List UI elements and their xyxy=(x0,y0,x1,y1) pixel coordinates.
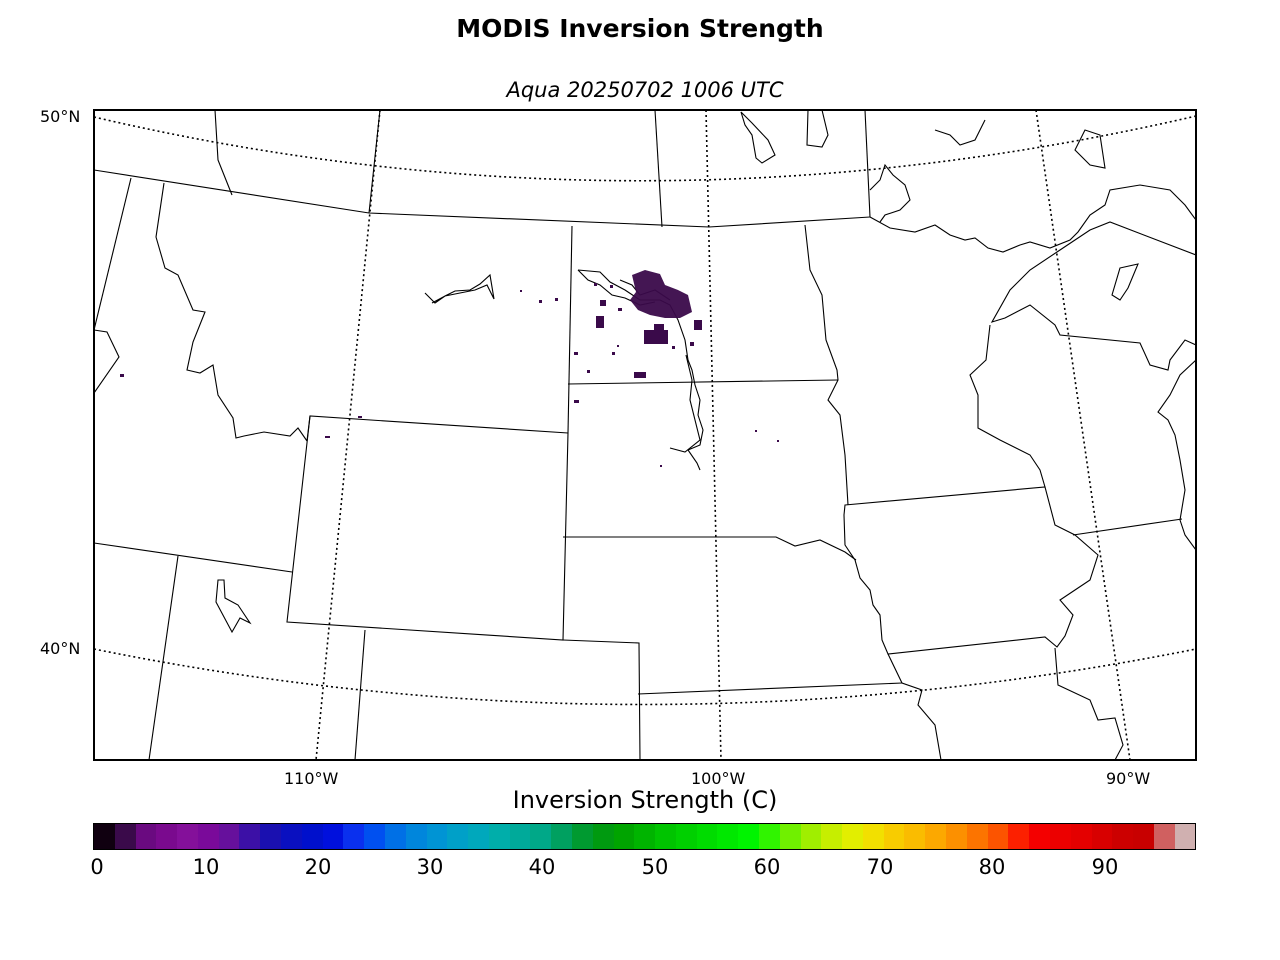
colorbar-swatch xyxy=(842,824,863,849)
colorbar-swatch xyxy=(218,824,240,849)
colorbar-swatch xyxy=(239,824,261,849)
colorbar-swatch xyxy=(509,824,531,849)
colorbar-swatch xyxy=(925,824,947,849)
colorbar-swatch xyxy=(800,824,822,849)
colorbar-swatch xyxy=(1133,824,1154,849)
colorbar-swatch xyxy=(779,824,801,849)
colorbar-tick-70: 70 xyxy=(866,855,894,879)
colorbar-swatch xyxy=(447,824,469,849)
colorbar-swatch xyxy=(156,824,178,849)
colorbar-tick-80: 80 xyxy=(978,855,1006,879)
colorbar-tick-40: 40 xyxy=(528,855,556,879)
colorbar-swatch xyxy=(821,824,843,849)
colorbar-swatch xyxy=(738,824,759,849)
lon-label-110w: 110°W xyxy=(284,769,339,788)
colorbar-swatch xyxy=(281,824,302,849)
colorbar-swatch xyxy=(426,824,448,849)
colorbar-swatch xyxy=(1174,824,1196,849)
colorbar xyxy=(93,823,1196,850)
colorbar-tick-90: 90 xyxy=(1091,855,1119,879)
colorbar-swatch xyxy=(759,824,780,849)
colorbar-swatch xyxy=(114,824,136,849)
graticule xyxy=(94,110,1196,760)
colorbar-swatch xyxy=(966,824,988,849)
lat-label-50: 50°N xyxy=(40,107,81,126)
inversion-data xyxy=(120,270,779,467)
lat-label-40: 40°N xyxy=(40,639,81,658)
colorbar-swatch xyxy=(94,824,115,849)
colorbar-swatch xyxy=(530,824,552,849)
colorbar-swatch xyxy=(655,824,676,849)
colorbar-tick-20: 20 xyxy=(304,855,332,879)
colorbar-tick-50: 50 xyxy=(641,855,669,879)
colorbar-swatch xyxy=(551,824,572,849)
colorbar-swatch xyxy=(1112,824,1134,849)
colorbar-swatch xyxy=(717,824,739,849)
lon-label-100w: 100°W xyxy=(691,769,746,788)
colorbar-tick-0: 0 xyxy=(90,855,104,879)
colorbar-swatch xyxy=(862,824,884,849)
colorbar-swatch xyxy=(468,824,489,849)
colorbar-swatch xyxy=(904,824,926,849)
colorbar-swatch xyxy=(260,824,282,849)
map-title: MODIS Inversion Strength xyxy=(456,14,824,43)
colorbar-swatch xyxy=(883,824,905,849)
colorbar-swatch xyxy=(987,824,1009,849)
colorbar-swatch xyxy=(1153,824,1175,849)
colorbar-swatch xyxy=(488,824,510,849)
colorbar-swatch xyxy=(197,824,219,849)
map-subtitle: Aqua 20250702 1006 UTC xyxy=(506,78,784,102)
colorbar-title: Inversion Strength (C) xyxy=(512,786,778,814)
colorbar-swatch xyxy=(1091,824,1113,849)
colorbar-swatch xyxy=(405,824,427,849)
colorbar-swatch xyxy=(946,824,967,849)
colorbar-swatch xyxy=(364,824,385,849)
colorbar-tick-30: 30 xyxy=(416,855,444,879)
colorbar-swatch xyxy=(592,824,614,849)
idaho-montana-border xyxy=(214,110,233,196)
map-frame xyxy=(93,109,1197,761)
colorbar-tick-60: 60 xyxy=(753,855,781,879)
colorbar-swatch xyxy=(675,824,697,849)
colorbar-swatch xyxy=(301,824,323,849)
colorbar-swatch xyxy=(571,824,593,849)
colorbar-swatch xyxy=(1049,824,1071,849)
colorbar-swatch xyxy=(696,824,718,849)
colorbar-swatch xyxy=(384,824,406,849)
colorbar-swatch xyxy=(1029,824,1050,849)
colorbar-swatch xyxy=(1070,824,1092,849)
us-canada-border xyxy=(94,169,871,228)
colorbar-swatch xyxy=(634,824,656,849)
colorbar-swatch xyxy=(177,824,198,849)
colorbar-swatch xyxy=(1008,824,1030,849)
colorbar-swatch xyxy=(135,824,157,849)
colorbar-swatch xyxy=(613,824,635,849)
colorbar-tick-10: 10 xyxy=(192,855,220,879)
colorbar-swatch xyxy=(343,824,365,849)
colorbar-swatch xyxy=(322,824,344,849)
lon-label-90w: 90°W xyxy=(1106,769,1151,788)
